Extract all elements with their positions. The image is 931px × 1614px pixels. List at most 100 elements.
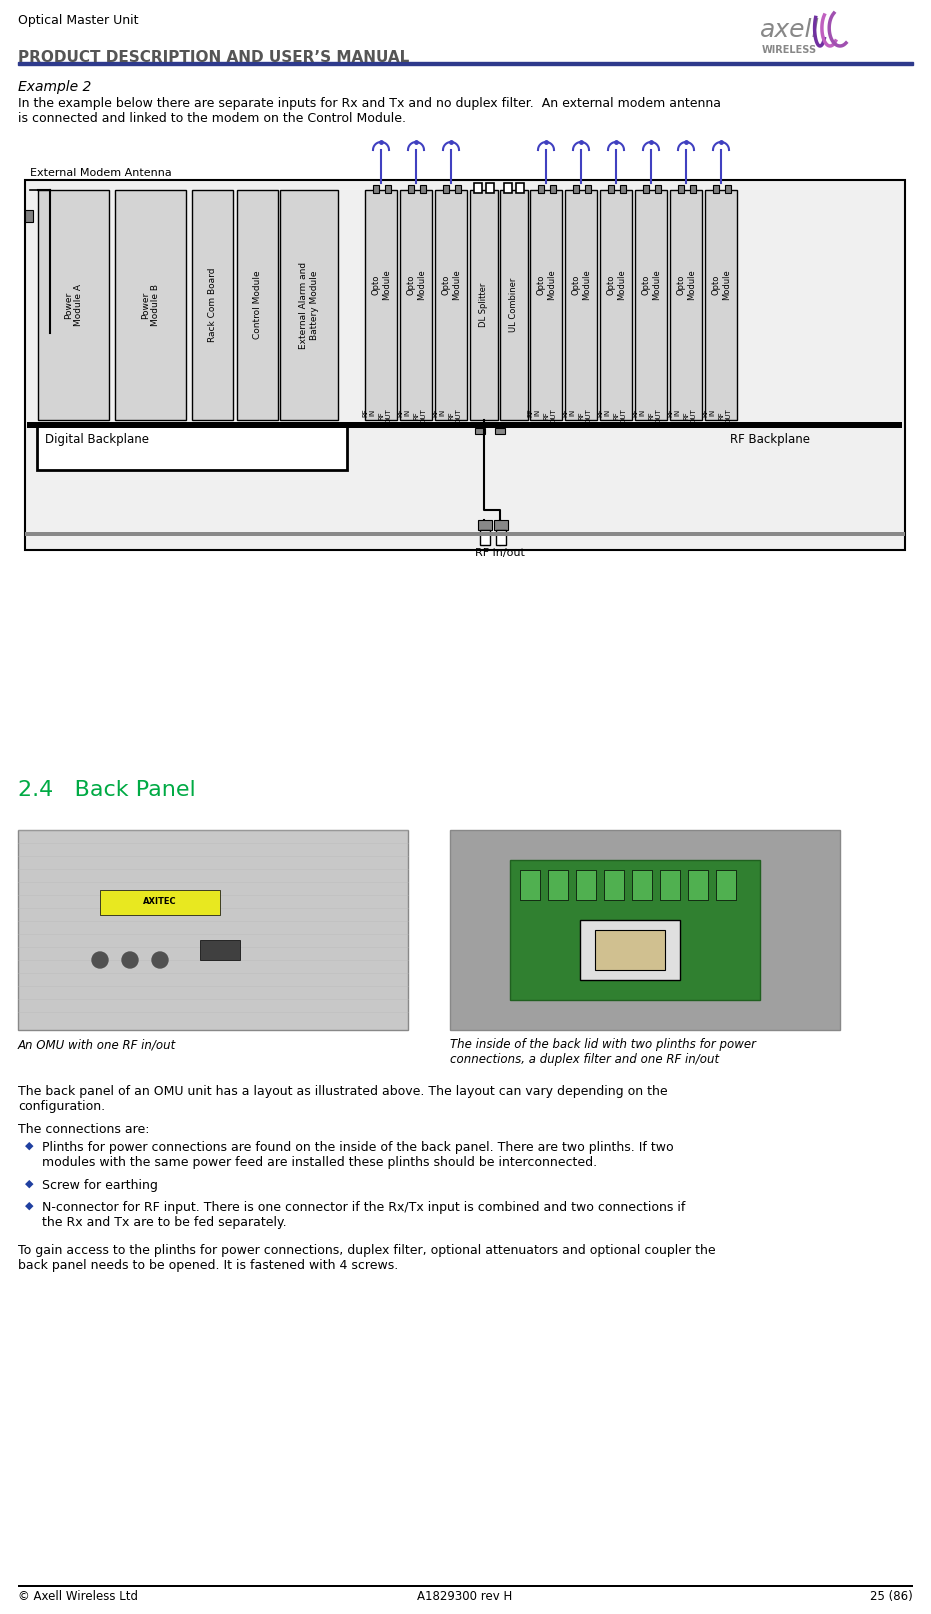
Bar [620,186,626,194]
Bar [18,830,408,1030]
Bar [475,428,485,434]
Text: RF
OUT: RF OUT [578,408,591,423]
Text: 25 (86): 25 (86) [870,1590,913,1603]
Text: The back panel of an OMU unit has a layout as illustrated above. The layout can : The back panel of an OMU unit has a layo… [18,1085,668,1114]
Text: RF
OUT: RF OUT [449,408,462,423]
Text: Opto
Module: Opto Module [441,270,461,300]
Text: ◆: ◆ [25,1141,34,1151]
Text: RF
OUT: RF OUT [614,408,627,423]
Text: The connections are:: The connections are: [18,1123,150,1136]
Bar [25,210,33,223]
Bar [705,190,737,420]
Text: RF
OUT: RF OUT [413,408,426,423]
Bar [25,181,905,550]
Bar [443,186,449,194]
Circle shape [92,952,108,968]
Bar [504,182,512,194]
Bar [510,860,760,1001]
Bar [373,186,379,194]
Bar [500,190,528,420]
Text: RF
IN: RF IN [362,408,375,416]
Bar [725,186,731,194]
Text: RF
IN: RF IN [703,408,716,416]
Text: RF
IN: RF IN [433,408,446,416]
Bar [600,190,632,420]
Text: DL Splitter: DL Splitter [479,282,489,328]
Bar [678,186,684,194]
Bar [670,190,702,420]
Bar [474,182,482,194]
Bar [608,186,614,194]
Text: An OMU with one RF in/out: An OMU with one RF in/out [18,1038,176,1051]
Bar [585,186,591,194]
Text: Screw for earthing: Screw for earthing [42,1178,158,1193]
Bar [632,870,652,901]
Bar [655,186,661,194]
Text: PRODUCT DESCRIPTION AND USER’S MANUAL: PRODUCT DESCRIPTION AND USER’S MANUAL [18,50,410,65]
Text: External Modem Antenna: External Modem Antenna [30,168,171,178]
Bar [420,186,426,194]
Text: Power
Module A: Power Module A [64,284,83,326]
Text: RF
IN: RF IN [398,408,411,416]
Text: Optical Master Unit: Optical Master Unit [18,15,139,27]
Text: Opto
Module: Opto Module [606,270,626,300]
Bar [100,889,220,915]
Bar [573,186,579,194]
Bar [690,186,696,194]
Text: Rack Com Board: Rack Com Board [208,268,217,342]
Bar [548,870,568,901]
Bar [237,190,278,420]
Text: External Alarm and
Battery Module: External Alarm and Battery Module [299,261,318,349]
Text: ◆: ◆ [25,1178,34,1190]
Text: Opto
Module: Opto Module [641,270,661,300]
Text: Opto
Module: Opto Module [572,270,590,300]
Text: 2.4   Back Panel: 2.4 Back Panel [18,780,196,801]
Text: Control Module: Control Module [253,271,262,339]
Bar [192,190,233,420]
Bar [516,182,524,194]
Bar [660,870,680,901]
Bar [25,533,905,536]
Bar [716,870,736,901]
Text: RF
OUT: RF OUT [683,408,696,423]
Text: The inside of the back lid with two plinths for power
connections, a duplex filt: The inside of the back lid with two plin… [450,1038,756,1065]
Text: RF
OUT: RF OUT [649,408,662,423]
Bar [486,182,494,194]
Bar [496,529,506,546]
Bar [365,190,397,420]
Bar [494,520,508,529]
Bar [538,186,544,194]
Text: Opto
Module: Opto Module [711,270,731,300]
Circle shape [152,952,168,968]
Bar [435,190,467,420]
Text: RF
OUT: RF OUT [544,408,557,423]
Bar [713,186,719,194]
Bar [520,870,540,901]
Text: Opto
Module: Opto Module [536,270,556,300]
Bar [27,421,902,428]
Text: AXITEC: AXITEC [143,897,177,905]
Bar [470,190,498,420]
Bar [478,520,492,529]
Text: © Axell Wireless Ltd: © Axell Wireless Ltd [18,1590,138,1603]
Text: RF
IN: RF IN [562,408,575,416]
Bar [38,190,109,420]
Bar [530,190,562,420]
Bar [565,190,597,420]
Text: RF Backplane: RF Backplane [730,433,810,445]
Bar [200,939,240,960]
Bar [580,920,680,980]
Text: Plinths for power connections are found on the inside of the back panel. There a: Plinths for power connections are found … [42,1141,674,1169]
Text: RF in/out: RF in/out [475,549,525,558]
Bar [688,870,708,901]
Bar [480,529,490,546]
Text: Digital Backplane: Digital Backplane [45,433,149,445]
Text: To gain access to the plinths for power connections, duplex filter, optional att: To gain access to the plinths for power … [18,1244,716,1272]
Text: axell: axell [760,18,819,42]
Text: Example 2: Example 2 [18,81,91,94]
Text: Opto
Module: Opto Module [676,270,695,300]
Bar [280,190,338,420]
Text: In the example below there are separate inputs for Rx and Tx and no duplex filte: In the example below there are separate … [18,97,721,124]
Bar [400,190,432,420]
Text: RF
IN: RF IN [598,408,611,416]
